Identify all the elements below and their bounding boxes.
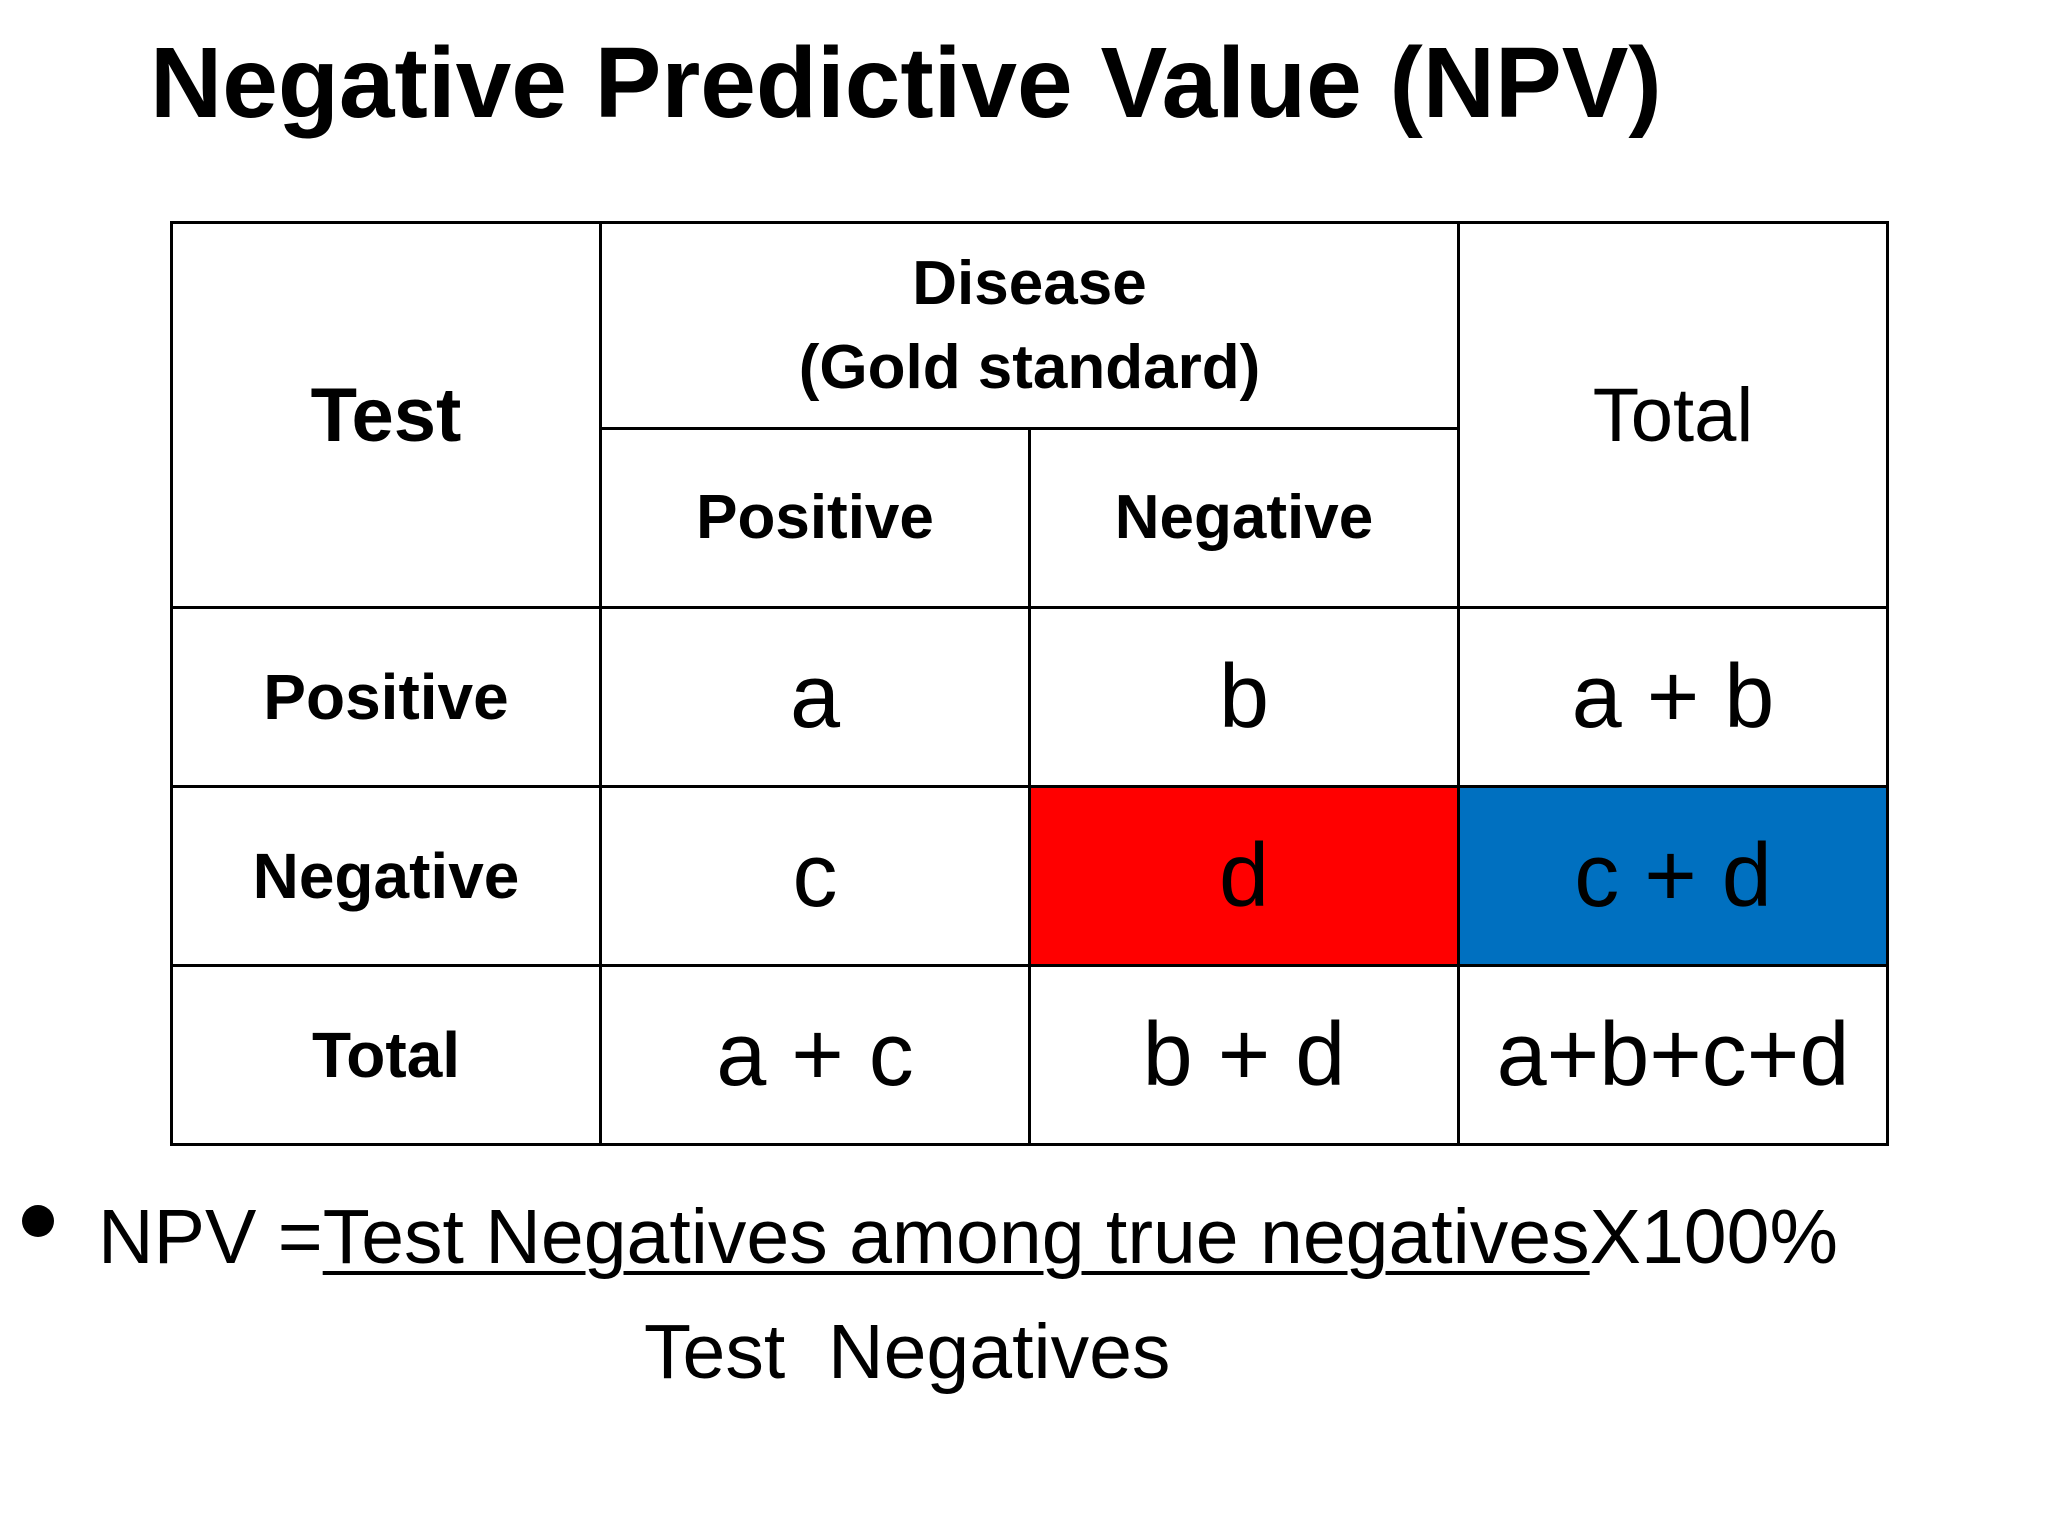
cell-c: c — [599, 785, 1031, 967]
header-col-negative: Negative — [1028, 427, 1460, 609]
header-test: Test — [170, 221, 602, 609]
slide-title: Negative Predictive Value (NPV) — [150, 27, 1662, 139]
table-row-negative: Negative c d c + d — [170, 785, 1889, 967]
row-label-positive: Positive — [170, 606, 602, 788]
row-label-total: Total — [170, 964, 602, 1146]
header-col-positive: Positive — [599, 427, 1031, 609]
cell-a-plus-c: a + c — [599, 964, 1031, 1146]
cell-b-plus-d: b + d — [1028, 964, 1460, 1146]
cell-grand-total: a+b+c+d — [1457, 964, 1889, 1146]
header-total: Total — [1457, 221, 1889, 609]
header-disease: Disease (Gold standard) — [599, 221, 1460, 430]
header-disease-line2: (Gold standard) — [798, 332, 1261, 402]
row-label-negative: Negative — [170, 785, 602, 967]
npv-formula: NPV =Test Negatives among true negatives… — [98, 1195, 1838, 1280]
table-row-positive: Positive a b a + b — [170, 606, 1889, 788]
contingency-table: Test Disease (Gold standard) Total Posit… — [170, 221, 1889, 1146]
cell-a: a — [599, 606, 1031, 788]
cell-b: b — [1028, 606, 1460, 788]
formula-numerator: Test Negatives among true negatives — [322, 1194, 1590, 1280]
bullet-icon — [22, 1205, 54, 1237]
formula-multiplier: X100% — [1589, 1194, 1838, 1280]
cell-c-plus-d-highlighted: c + d — [1457, 785, 1889, 967]
formula-denominator: Test Negatives — [644, 1309, 1171, 1395]
cell-a-plus-b: a + b — [1457, 606, 1889, 788]
header-disease-line1: Disease — [912, 248, 1147, 318]
table-row-total: Total a + c b + d a+b+c+d — [170, 964, 1889, 1146]
cell-d-highlighted: d — [1028, 785, 1460, 967]
formula-lhs: NPV = — [98, 1194, 323, 1280]
